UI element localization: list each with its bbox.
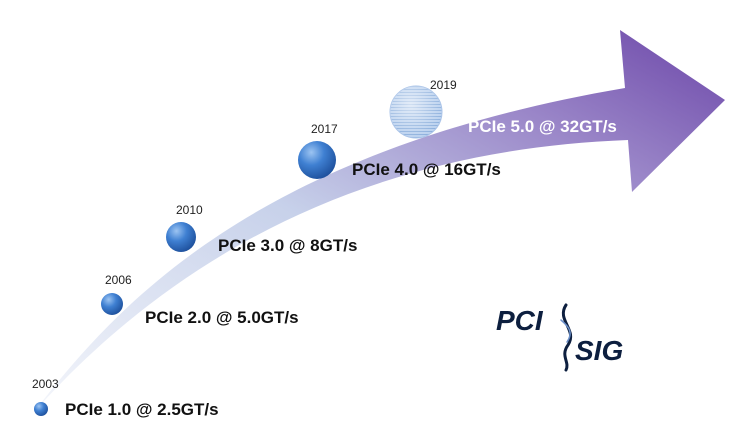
milestone-year: 2017	[311, 122, 338, 136]
milestone-year: 2019	[430, 78, 457, 92]
milestone-label: PCIe 5.0 @ 32GT/s	[468, 117, 617, 136]
milestone-marker	[34, 402, 48, 416]
milestone-year: 2010	[176, 203, 203, 217]
milestone-marker-glow	[390, 86, 442, 138]
milestone-marker	[298, 141, 336, 179]
milestone-marker	[101, 293, 123, 315]
logo-sig-text: SIG	[575, 335, 623, 366]
milestone-label: PCIe 4.0 @ 16GT/s	[352, 160, 501, 179]
milestone-year: 2006	[105, 273, 132, 287]
logo-swoosh-icon	[562, 303, 572, 372]
milestone-year: 2003	[32, 377, 59, 391]
logo-swoosh-accent-icon	[560, 319, 571, 343]
timeline-arrow	[34, 30, 725, 412]
milestone-label: PCIe 2.0 @ 5.0GT/s	[145, 308, 299, 327]
pci-sig-logo: PCI SIG	[496, 303, 623, 372]
milestone-2019: 2019 PCIe 5.0 @ 32GT/s	[389, 78, 617, 139]
milestone-marker	[166, 222, 196, 252]
logo-pci-text: PCI	[496, 305, 544, 336]
milestone-2017: 2017 PCIe 4.0 @ 16GT/s	[298, 122, 501, 179]
milestone-2010: 2010 PCIe 3.0 @ 8GT/s	[166, 203, 357, 255]
milestone-2006: 2006 PCIe 2.0 @ 5.0GT/s	[101, 273, 299, 327]
milestone-label: PCIe 1.0 @ 2.5GT/s	[65, 400, 219, 419]
milestone-label: PCIe 3.0 @ 8GT/s	[218, 236, 357, 255]
milestone-2003: 2003 PCIe 1.0 @ 2.5GT/s	[32, 377, 219, 419]
